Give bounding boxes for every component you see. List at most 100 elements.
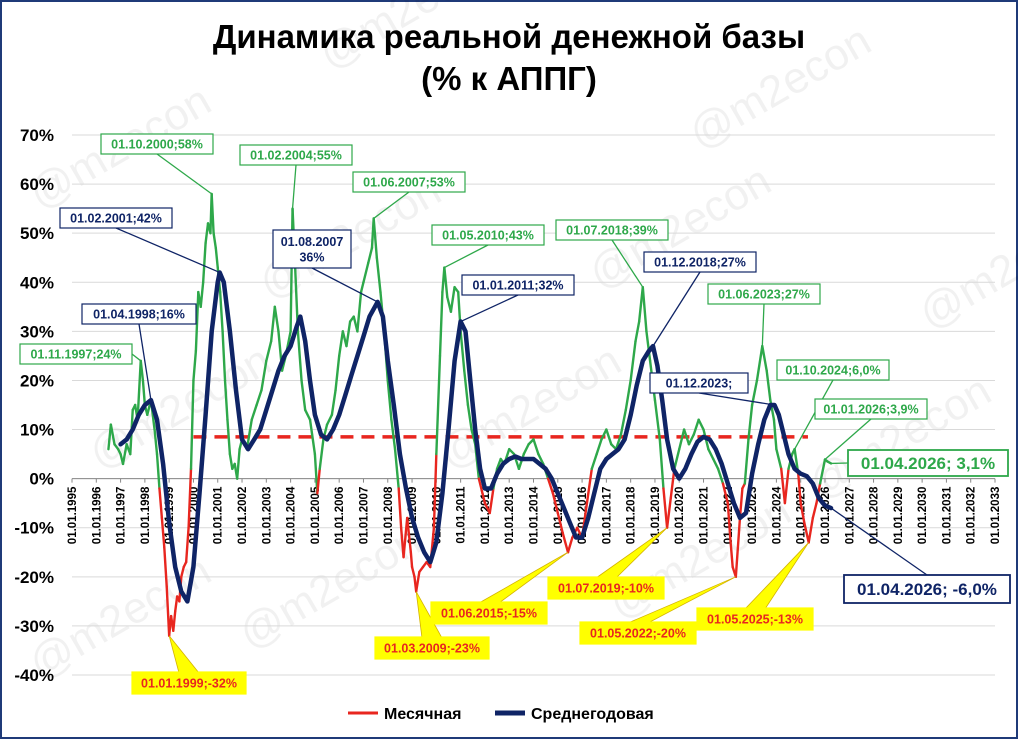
annotation-box: [461, 274, 575, 296]
annotation-text: 01.12.2018;27%: [654, 256, 746, 270]
monthly-series-segment: [551, 492, 559, 515]
monthly-series-segment: [585, 467, 593, 505]
monthly-series-segment: [546, 477, 555, 495]
annual-series-line: [118, 270, 834, 604]
monthly-series-segment: [653, 398, 662, 441]
annotation-leader-line: [131, 353, 142, 362]
annotation-text: 01.07.2018;39%: [566, 224, 658, 238]
annotation-text: 01.05.2022;-20%: [590, 627, 686, 641]
annotation-text: 36%: [299, 250, 324, 264]
annotation-label: 01.01.2026;3,9%: [814, 398, 928, 460]
annotation-box: [707, 283, 821, 305]
monthly-series-segment: [716, 467, 725, 485]
monthly-series-segment: [619, 408, 627, 436]
annotation-box: [649, 372, 749, 394]
y-tick-label: 40%: [20, 273, 54, 292]
monthly-series-segment: [435, 354, 442, 456]
x-tick-label: 01.01.2033: [990, 487, 1002, 545]
annotation-box: [19, 343, 133, 365]
chart-title-line1: Динамика реальной денежной базы: [212, 18, 806, 55]
monthly-series-segment: [356, 290, 363, 333]
monthly-series-segment: [296, 330, 303, 382]
x-tick-label: 01.01.2029: [893, 487, 905, 545]
monthly-series-segment: [826, 460, 833, 465]
monthly-series-segment: [818, 458, 827, 485]
monthly-series-segment: [325, 413, 334, 426]
monthly-series-segment: [645, 330, 652, 363]
annotation-box: [843, 574, 1011, 604]
monthly-series-segment: [595, 438, 603, 456]
monthly-series-segment: [375, 256, 382, 294]
monthly-series-segment: [641, 285, 648, 333]
monthly-series-segment: [600, 428, 608, 441]
annotation-leader-line: [794, 379, 834, 450]
monthly-series-segment: [194, 290, 200, 353]
annotation-leader-line: [311, 267, 378, 303]
annotation-label: 01.11.1997;24%: [19, 343, 142, 365]
monthly-series-segment: [139, 359, 145, 382]
monthly-series-segment: [449, 285, 456, 313]
annotation-leader-line: [824, 418, 872, 460]
monthly-series-segment: [658, 438, 665, 490]
legend-label-monthly: Месячная: [384, 706, 461, 723]
monthly-series-segment: [750, 379, 759, 407]
monthly-series-segment: [289, 207, 294, 333]
monthly-series-segment: [172, 609, 177, 633]
x-tick-label: 01.01.2011: [456, 486, 468, 544]
y-tick-label: -40%: [14, 666, 54, 685]
monthly-series-segment: [495, 457, 502, 471]
annotation-text: 01.10.2000;58%: [111, 138, 203, 152]
x-tick-label: 01.01.1995: [67, 486, 79, 544]
annotation-label: 01.02.2001;42%: [59, 207, 220, 274]
monthly-series-segment: [199, 281, 205, 309]
annotation-label: 01.05.2022;-20%: [579, 576, 737, 645]
x-tick-label: 01.01.2004: [286, 486, 298, 544]
monthly-series-segment: [678, 428, 686, 451]
chart-title: Динамика реальной денежной базы (% к АПП…: [2, 16, 1016, 100]
x-tick-label: 01.01.2014: [529, 486, 541, 544]
annotation-label: 01.05.2010;43%: [431, 224, 545, 269]
monthly-series-segment: [405, 516, 413, 554]
annotation-leader-line: [830, 507, 928, 576]
annotation-text: 01.12.2023;: [666, 377, 733, 391]
monthly-series-segment: [221, 330, 227, 382]
annotation-box: [847, 449, 1009, 477]
annotation-text: 01.04.2026; 3,1%: [861, 454, 995, 473]
x-tick-label: 01.01.2020: [674, 487, 686, 545]
annotation-label: 01.02.2004;55%: [239, 144, 353, 209]
annotation-leader-line: [761, 303, 765, 347]
annotation-box: [100, 133, 214, 155]
monthly-series-segment: [235, 447, 241, 480]
annotation-text: 01.01.1999;-32%: [141, 677, 237, 691]
watermark-text: @m2econ: [911, 196, 1018, 339]
x-tick-label: 01.01.2012: [480, 487, 492, 545]
monthly-series-segment: [488, 487, 495, 515]
monthly-series-segment: [184, 526, 190, 564]
monthly-series-segment: [218, 290, 224, 333]
annotation-box: [431, 224, 545, 246]
annotation-label: 01.01.2011;32%: [460, 274, 575, 323]
annotation-box: [81, 303, 197, 325]
annotation-leader-line: [444, 244, 489, 269]
monthly-series-segment: [165, 585, 171, 637]
y-tick-label: 70%: [20, 126, 54, 145]
annotation-box: [814, 398, 928, 420]
monthly-series-segment: [517, 452, 525, 471]
x-tick-label: 01.01.2026: [820, 487, 832, 545]
monthly-series-segment: [811, 501, 818, 520]
monthly-series-segment: [397, 487, 403, 529]
monthly-series-segment: [665, 497, 672, 529]
monthly-series-segment: [109, 423, 116, 446]
x-tick-label: 01.01.2021: [699, 486, 711, 544]
monthly-series-segment: [245, 418, 253, 451]
monthly-series-segment: [409, 551, 414, 569]
monthly-series-segment: [743, 438, 750, 485]
monthly-series-segment: [803, 521, 810, 544]
watermark-text: @m2econ: [681, 16, 880, 159]
annotation-box: [555, 219, 669, 241]
x-tick-label: 01.01.2019: [650, 487, 662, 545]
annotation-box: [430, 601, 548, 625]
monthly-series-segment: [359, 281, 365, 294]
monthly-series-segment: [755, 344, 764, 382]
y-tick-label: 30%: [20, 322, 54, 341]
